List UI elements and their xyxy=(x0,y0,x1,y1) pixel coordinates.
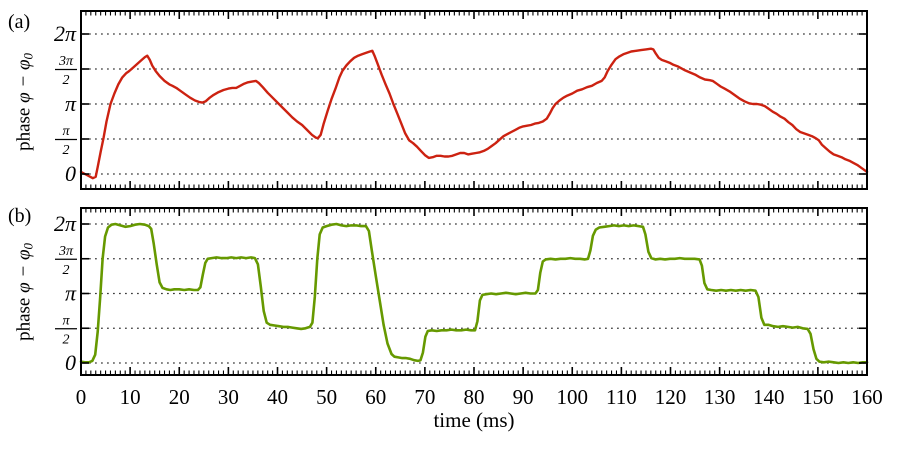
x-axis-title: time (ms) xyxy=(433,408,515,432)
x-tick-label-100: 100 xyxy=(557,385,589,409)
panel-b-label: (b) xyxy=(8,205,32,227)
x-tick-label-10: 10 xyxy=(120,385,141,409)
y-axis-label-b-word: phase xyxy=(13,297,35,341)
y-axis-label-b-subscript: 0 xyxy=(20,243,36,250)
x-tick-label-110: 110 xyxy=(606,385,637,409)
y-tick-label-b-π/2-denominator: 2 xyxy=(63,332,70,347)
y-tick-label-a-2π: 2π xyxy=(54,21,77,46)
x-tick-label-150: 150 xyxy=(802,385,834,409)
y-axis-label-a: phase φ − φ0 xyxy=(13,53,36,151)
series-curve-b-stepped-phase-plateaus xyxy=(79,222,869,365)
x-tick-label-160: 160 xyxy=(851,385,883,409)
x-tick-label-50: 50 xyxy=(316,385,337,409)
y-axis-label-b: phase φ − φ0 xyxy=(13,243,36,341)
y-axis-label-a-subscript: 0 xyxy=(20,53,36,60)
y-axis-label-a-symbol: φ − φ xyxy=(13,59,35,108)
y-tick-label-b-π: π xyxy=(65,281,77,306)
y-tick-label-b-3π/2-denominator: 2 xyxy=(63,263,70,278)
plot-frame-a xyxy=(80,10,868,190)
y-tick-label-b-2π: 2π xyxy=(54,211,77,236)
x-tick-label-130: 130 xyxy=(704,385,736,409)
y-tick-label-a-3π/2-numerator: 3π xyxy=(58,54,74,69)
x-tick-label-80: 80 xyxy=(464,385,485,409)
y-tick-label-a-π/2-numerator: π xyxy=(62,124,70,139)
y-tick-label-a-π/2-denominator: 2 xyxy=(63,143,70,158)
y-tick-label-a-π: π xyxy=(65,91,77,116)
panel-a-label: (a) xyxy=(8,11,31,33)
y-axis-label-b-symbol: φ − φ xyxy=(13,249,35,298)
series-curve-a-unwrapped-phase-drift xyxy=(79,47,869,180)
x-tick-label-120: 120 xyxy=(655,385,687,409)
plot-frame-b xyxy=(80,207,868,376)
y-tick-label-b-π/2-numerator: π xyxy=(62,313,70,328)
x-tick-label-40: 40 xyxy=(267,385,288,409)
x-tick-label-60: 60 xyxy=(365,385,386,409)
x-tick-label-70: 70 xyxy=(414,385,435,409)
y-tick-label-b-3π/2-numerator: 3π xyxy=(58,244,74,259)
x-tick-label-140: 140 xyxy=(753,385,785,409)
x-tick-label-20: 20 xyxy=(169,385,190,409)
x-tick-label-90: 90 xyxy=(513,385,534,409)
x-tick-label-0: 0 xyxy=(76,385,87,409)
y-tick-label-a-0: 0 xyxy=(65,161,76,186)
y-tick-label-a-3π/2-denominator: 2 xyxy=(63,73,70,88)
y-tick-label-b-0: 0 xyxy=(65,350,76,375)
x-tick-label-30: 30 xyxy=(218,385,239,409)
y-axis-label-a-word: phase xyxy=(13,107,35,151)
